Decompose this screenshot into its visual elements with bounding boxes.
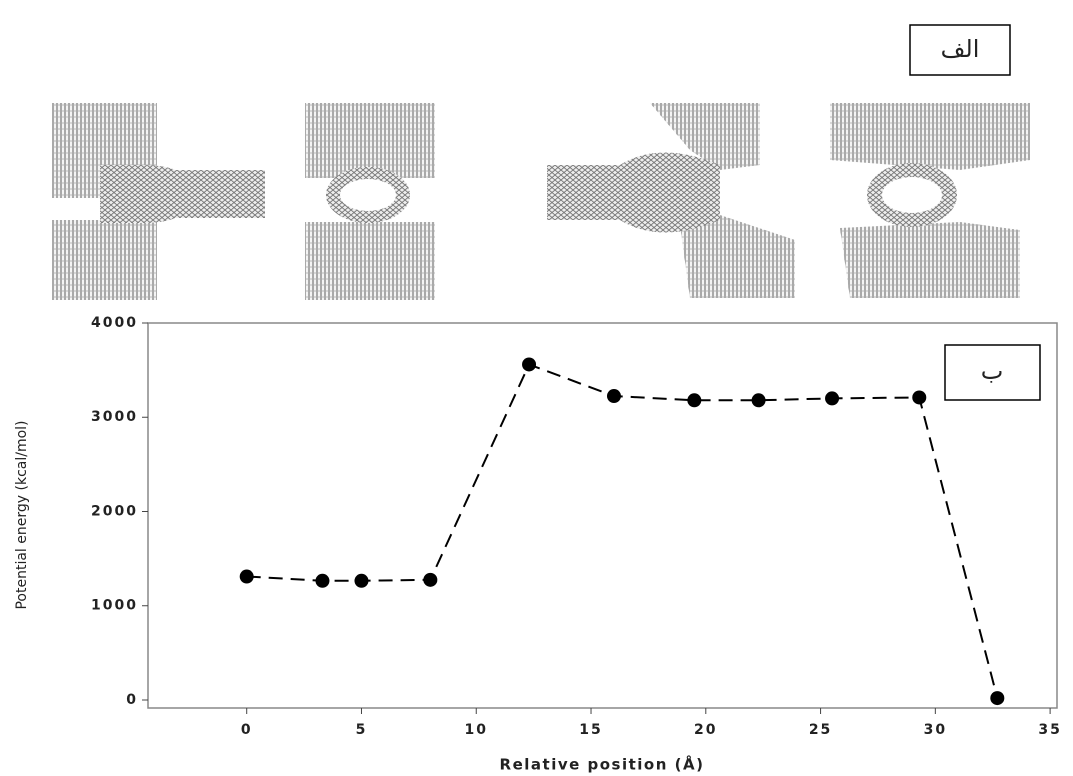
point <box>990 691 1004 705</box>
x-tick-label: 35 <box>1038 722 1061 738</box>
x-tick-label: 25 <box>809 722 832 738</box>
y-axis-label: Potential energy (kcal/mol) <box>14 420 30 609</box>
x-tick-label: 20 <box>694 722 717 738</box>
plot-frame <box>148 323 1057 708</box>
point <box>315 574 329 588</box>
x-tick-label: 0 <box>241 722 253 738</box>
y-tick-label: 0 <box>126 692 138 708</box>
point <box>522 357 536 371</box>
x-tick-label: 30 <box>924 722 947 738</box>
x-tick-label: 15 <box>579 722 602 738</box>
y-tick-label: 1000 <box>91 598 138 614</box>
x-tick-label: 5 <box>356 722 368 738</box>
point <box>423 573 437 587</box>
point <box>354 574 368 588</box>
y-tick-label: 2000 <box>91 503 138 519</box>
line <box>247 364 998 698</box>
point <box>752 393 766 407</box>
point <box>912 390 926 404</box>
molecular-structures <box>52 103 1030 300</box>
panel-label: الف <box>941 35 980 63</box>
point <box>607 389 621 403</box>
point <box>687 393 701 407</box>
x-axis-label: Relative position (Å) <box>500 755 705 774</box>
y-tick-label: 4000 <box>91 315 138 331</box>
figure: الف ب Relative position (Å) Potential en… <box>0 0 1073 776</box>
point <box>240 570 254 584</box>
y-tick-label: 3000 <box>91 409 138 425</box>
panel-label: ب <box>981 357 1004 385</box>
x-tick-label: 10 <box>465 722 488 738</box>
point <box>825 391 839 405</box>
